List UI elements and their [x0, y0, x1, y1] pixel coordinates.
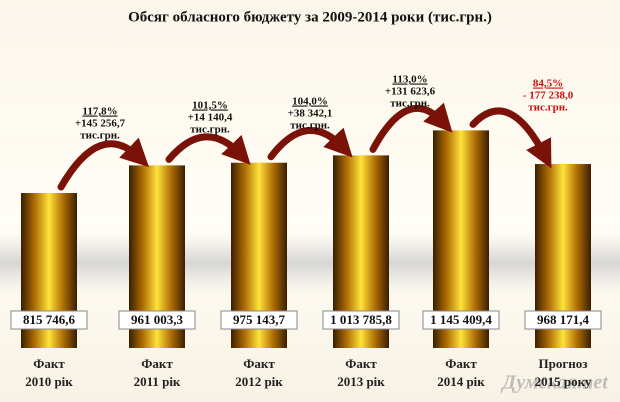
arrow: [165, 133, 251, 165]
value-label: 815 746,6: [23, 312, 76, 327]
annotation-unit: тис.грн.: [290, 120, 330, 132]
annotation-unit: тис.грн.: [80, 130, 120, 142]
annotation-change: +145 256,7: [75, 118, 126, 130]
value-label-box: [118, 310, 196, 330]
arrow: [267, 127, 353, 161]
value-label-box: [524, 310, 602, 330]
x-tick-label: Прогноз 2015 року: [534, 356, 592, 389]
annotation-percent: 101,5%: [192, 100, 228, 112]
value-label: 975 143,7: [233, 312, 286, 327]
annotation-change: +38 342,1: [288, 108, 333, 120]
arrow: [469, 107, 552, 169]
annotation-percent: 113,0%: [392, 74, 427, 86]
annotation-percent: 84,5%: [533, 78, 563, 90]
value-label-box: [322, 310, 400, 330]
value-label: 1 145 409,4: [430, 312, 492, 327]
x-tick-label: Факт 2013 рік: [337, 356, 385, 389]
value-label-box: [10, 310, 88, 330]
arrow: [369, 102, 453, 153]
annotation-change: +14 140,4: [188, 112, 233, 124]
value-label: 961 003,3: [131, 312, 184, 327]
annotation-unit: тис.грн.: [390, 98, 430, 110]
value-label-box: [422, 310, 500, 330]
annotation-change: - 177 238,0: [523, 90, 574, 102]
background-band: [0, 232, 620, 294]
value-label: 1 013 785,8: [330, 312, 392, 327]
annotation-unit: тис.грн.: [528, 102, 568, 114]
chart-title: Обсяг обласного бюджету за 2009-2014 рок…: [128, 9, 492, 25]
value-label: 968 171,4: [537, 312, 590, 327]
x-tick-label: Факт 2011 рік: [133, 356, 181, 389]
annotation-percent: 104,0%: [292, 96, 328, 108]
annotation-unit: тис.грн.: [190, 124, 230, 136]
value-label-box: [220, 310, 298, 330]
annotation-change: +131 623,6: [385, 86, 436, 98]
arrow: [57, 137, 150, 191]
watermark: Думская.net: [500, 372, 609, 394]
x-tick-label: Факт 2012 рік: [235, 356, 283, 389]
annotation-percent: 117,8%: [82, 106, 117, 118]
x-tick-label: Факт 2010 рік: [25, 356, 73, 389]
x-tick-label: Факт 2014 рік: [437, 356, 485, 389]
